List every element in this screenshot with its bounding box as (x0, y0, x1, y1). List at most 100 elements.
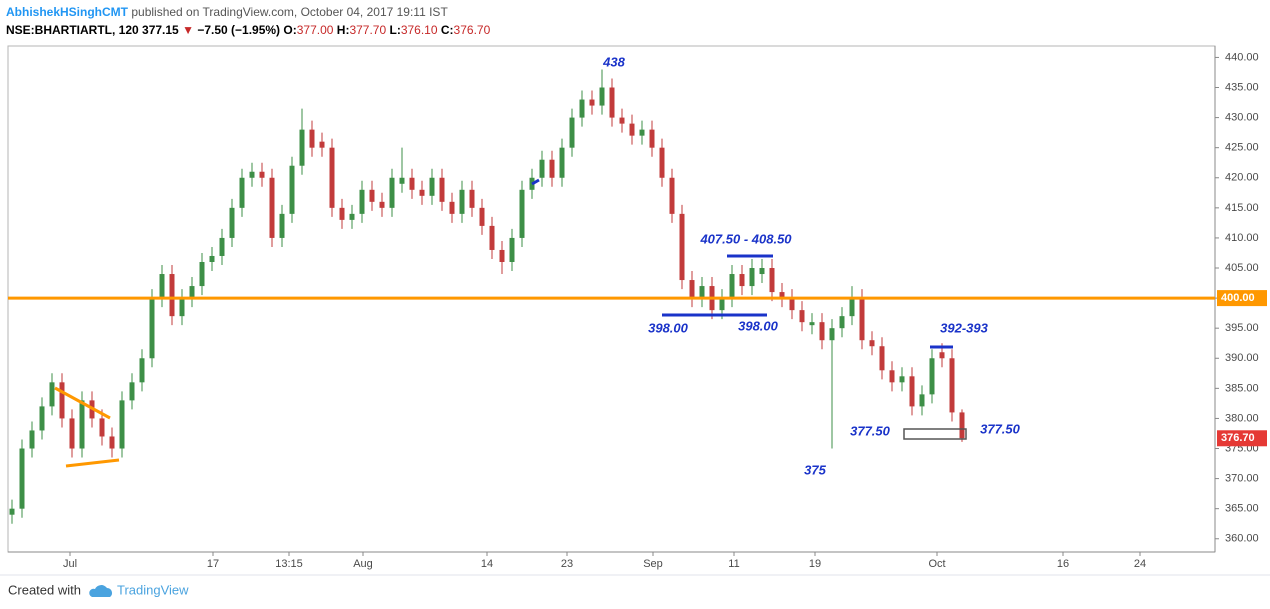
candle-body (959, 412, 965, 439)
x-tick-label: Sep (643, 558, 663, 570)
candle-body (119, 400, 125, 449)
y-tick-label: 410.00 (1225, 232, 1259, 244)
o-label: O: (283, 23, 297, 37)
candle-body (539, 159, 545, 178)
last-price-box (1217, 430, 1267, 447)
level-label-box (1217, 290, 1267, 307)
arrow: ▼ (182, 23, 194, 37)
candle-body (139, 358, 145, 383)
range-box (903, 428, 967, 440)
candle-body (469, 189, 475, 208)
candle-body (409, 177, 415, 190)
candle-body (59, 382, 65, 419)
candle-body (419, 189, 425, 196)
annotation: 438 (602, 54, 625, 69)
candle-body (19, 448, 25, 509)
candle-body (109, 436, 115, 449)
candle-body (239, 177, 245, 208)
author: AbhishekHSinghCMT (6, 5, 128, 19)
candle-body (149, 298, 155, 359)
y-tick-label: 405.00 (1225, 262, 1259, 274)
candle-body (569, 117, 575, 148)
x-tick-label: 24 (1134, 558, 1146, 570)
x-tick-label: 14 (481, 558, 493, 570)
candle-body (669, 177, 675, 214)
high: 377.70 (349, 23, 387, 37)
candle-body (589, 99, 595, 106)
annotation: 377.50 (980, 421, 1021, 436)
candle-body (629, 123, 635, 136)
candle-body (489, 225, 495, 250)
candle-body (209, 255, 215, 262)
candle-body (749, 268, 755, 287)
y-tick-label: 425.00 (1225, 142, 1259, 154)
y-tick-label: 390.00 (1225, 352, 1259, 364)
candle-body (159, 274, 165, 299)
candle-body (949, 358, 955, 413)
x-tick-label: 17 (207, 558, 219, 570)
annotation: 377.50 (850, 423, 891, 438)
trend-line (54, 386, 111, 420)
candle-body (559, 147, 565, 178)
candle-body (929, 358, 935, 395)
x-tick-label: 11 (728, 558, 739, 570)
candle-body (799, 310, 805, 323)
candle-body (719, 298, 725, 311)
candle-body (689, 280, 695, 299)
candle-body (879, 346, 885, 371)
last: 377.15 (142, 23, 179, 37)
candle-body (739, 274, 745, 287)
published: published on TradingView.com, October 04… (131, 5, 448, 19)
candle-body (299, 129, 305, 166)
candle-body (639, 129, 645, 136)
open: 377.00 (296, 23, 334, 37)
footer-text: Created with (8, 582, 81, 597)
candle-body (49, 382, 55, 407)
y-tick-label: 420.00 (1225, 172, 1259, 184)
l-label: L: (389, 23, 401, 37)
candle-body (339, 207, 345, 220)
candle-body (479, 207, 485, 226)
candle-body (369, 189, 375, 202)
candle-body (769, 268, 775, 293)
candle-body (509, 237, 515, 262)
candle-body (449, 201, 455, 214)
candle-body (219, 237, 225, 256)
candle-body (229, 207, 235, 238)
candle-body (439, 177, 445, 202)
footer-brand: TradingView (117, 582, 189, 597)
symbol: NSE:BHARTIARTL, 120 (6, 23, 139, 37)
candle-body (579, 99, 585, 118)
candle-body (399, 177, 405, 184)
change: −7.50 (−1.95%) (197, 23, 281, 37)
plot (9, 69, 965, 524)
candle-body (679, 213, 685, 281)
candle-body (179, 298, 185, 317)
last-price-label: 376.70 (1221, 432, 1255, 444)
y-tick-label: 365.00 (1225, 503, 1259, 515)
candle-body (189, 286, 195, 299)
y-tick-label: 395.00 (1225, 322, 1259, 334)
candle-body (429, 177, 435, 196)
annotation: 392-393 (940, 320, 988, 335)
marker (531, 178, 540, 186)
x-tick-label: 13:15 (275, 558, 303, 570)
y-tick-label: 430.00 (1225, 112, 1259, 124)
y-tick-label: 380.00 (1225, 412, 1259, 424)
candle-body (519, 189, 525, 238)
candle-body (349, 213, 355, 220)
candle-body (659, 147, 665, 178)
x-tick-label: Oct (928, 558, 945, 570)
candle-body (789, 298, 795, 311)
candle-body (169, 274, 175, 317)
candle-body (599, 87, 605, 106)
candle-body (499, 249, 505, 262)
low: 376.10 (400, 23, 438, 37)
annotation: 398.00 (648, 320, 689, 335)
candle-body (779, 292, 785, 299)
candle-body (269, 177, 275, 238)
level-label: 400.00 (1221, 292, 1255, 304)
annotation: 398.00 (738, 318, 779, 333)
candle-body (939, 352, 945, 359)
